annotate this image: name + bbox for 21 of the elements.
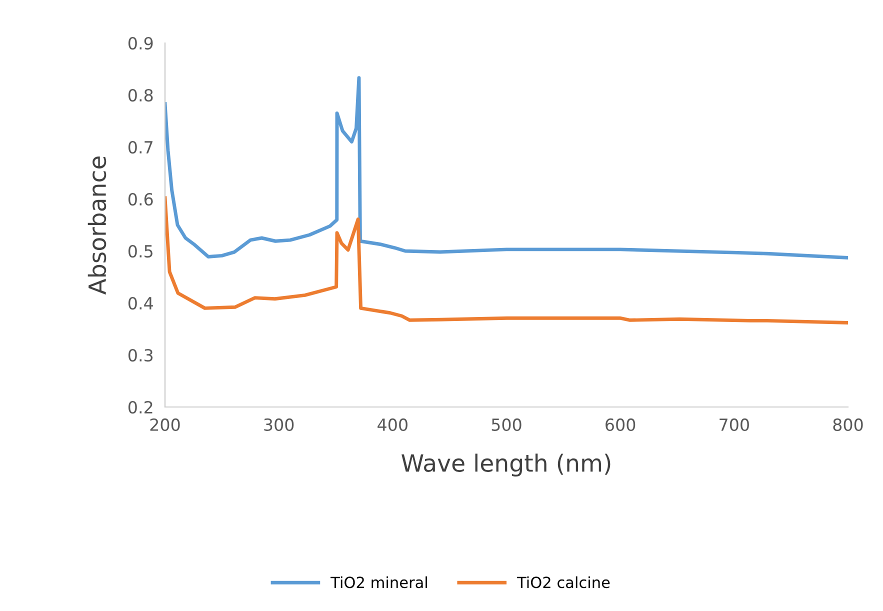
y-tick-label: 0.6: [128, 192, 153, 206]
y-tick-label: 0.5: [128, 244, 152, 258]
line-series: [165, 196, 848, 324]
y-axis-title: Absorbance: [88, 156, 106, 295]
x-tick-label: 400: [378, 418, 408, 432]
line-series: [165, 76, 848, 260]
y-tick-label: 0.3: [128, 348, 153, 362]
x-tick-label: 200: [150, 418, 180, 432]
y-tick-label: 0.7: [128, 140, 152, 154]
x-tick-label: 500: [492, 418, 522, 432]
x-tick-label: 700: [720, 418, 749, 432]
legend-label: TiO2 mineral: [330, 576, 427, 588]
x-tick-label: 800: [833, 418, 863, 432]
x-tick-label: 600: [606, 418, 636, 432]
x-axis-title: Wave length (nm): [402, 454, 610, 477]
y-tick-label: 0.8: [128, 88, 153, 102]
legend-label: TiO2 calcine: [516, 576, 610, 588]
y-tick-label: 0.4: [128, 296, 153, 310]
y-tick-label: 0.9: [128, 36, 153, 50]
x-tick-label: 300: [264, 418, 294, 432]
y-tick-label: 0.2: [128, 400, 152, 414]
